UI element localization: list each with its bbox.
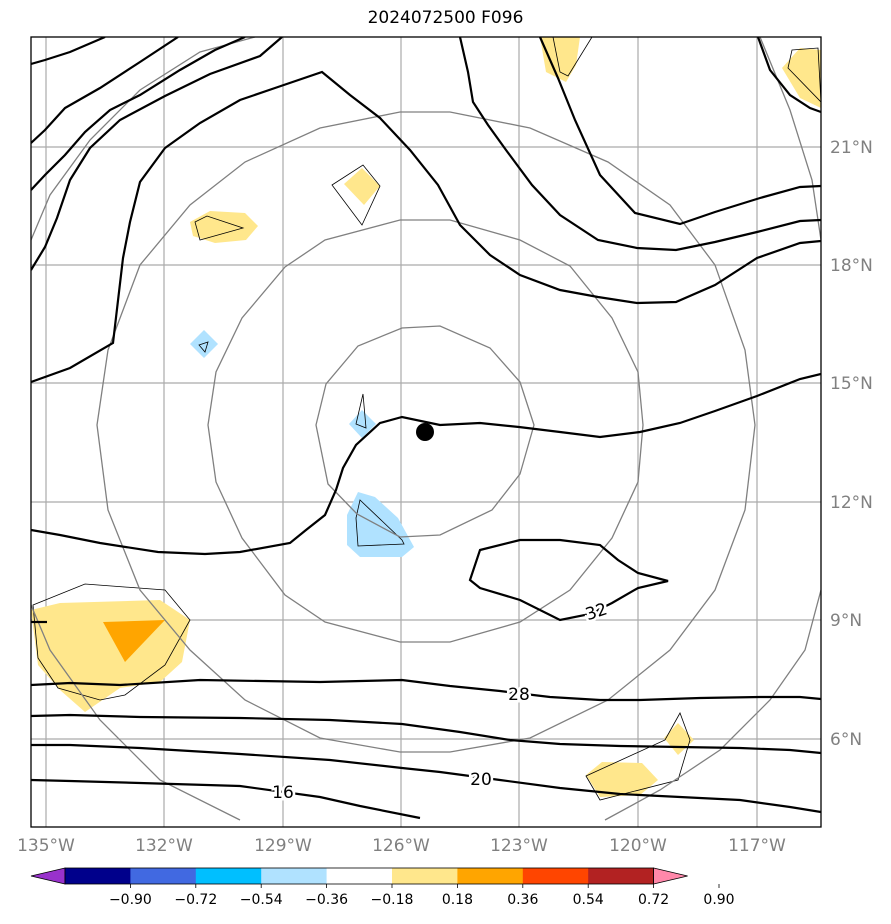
colorbar-tick-label: −0.36 bbox=[305, 892, 348, 908]
contour-label-20: 20 bbox=[470, 770, 492, 790]
lat-label-18n: 18°N bbox=[830, 256, 873, 276]
map-frame bbox=[30, 36, 822, 828]
lon-label-135w: 135°W bbox=[17, 836, 75, 856]
colorbar-segment bbox=[130, 868, 197, 884]
longitude-labels: 135°W 132°W 129°W 126°W 123°W 120°W 117°… bbox=[17, 836, 786, 856]
colorbar-tick-label: −0.72 bbox=[174, 892, 217, 908]
colorbar-outline bbox=[64, 867, 654, 885]
colorbar-segment bbox=[522, 868, 589, 884]
lon-label-120w: 120°W bbox=[609, 836, 667, 856]
lon-label-117w: 117°W bbox=[728, 836, 786, 856]
map-title: 2024072500 F096 bbox=[367, 8, 524, 28]
colorbar: −0.90 −0.72 −0.54 −0.36 −0.18 0.18 0.36 0.54 0.7… bbox=[30, 867, 735, 908]
lat-label-6n: 6°N bbox=[830, 730, 862, 750]
lat-label-9n: 9°N bbox=[830, 611, 862, 631]
colorbar-tick-label: 0.72 bbox=[638, 892, 669, 908]
colorbar-segment bbox=[588, 868, 655, 884]
colorbar-extend-max bbox=[653, 867, 688, 885]
lon-label-126w: 126°W bbox=[372, 836, 430, 856]
colorbar-tick-label: 0.54 bbox=[573, 892, 604, 908]
contour-label-28: 28 bbox=[508, 685, 530, 705]
colorbar-tick-label: −0.54 bbox=[240, 892, 283, 908]
contour-label-16-halo: 16 bbox=[272, 783, 294, 803]
colorbar-segment bbox=[261, 868, 328, 884]
contour-label-16: 16 bbox=[272, 783, 294, 803]
colorbar-tick-label: −0.90 bbox=[109, 892, 152, 908]
lon-label-129w: 129°W bbox=[254, 836, 312, 856]
colorbar-tick-label: 0.90 bbox=[703, 892, 734, 908]
colorbar-segment bbox=[392, 868, 458, 884]
contour-label-28-halo: 28 bbox=[508, 685, 530, 705]
positive-anomaly-strong bbox=[103, 620, 165, 662]
contour-lines bbox=[31, 37, 821, 820]
range-rings bbox=[31, 37, 821, 821]
colorbar-segment bbox=[457, 868, 524, 884]
colorbar-segment bbox=[65, 868, 131, 884]
contour-label-32: 32 bbox=[583, 599, 610, 625]
colorbar-extend-min bbox=[30, 867, 66, 885]
lat-label-21n: 21°N bbox=[830, 138, 873, 158]
lon-label-132w: 132°W bbox=[135, 836, 193, 856]
latitude-labels: 21°N 18°N 15°N 12°N 9°N 6°N bbox=[830, 138, 873, 750]
colorbar-tick-label: 0.18 bbox=[442, 892, 473, 908]
colorbar-segment bbox=[326, 868, 393, 884]
colorbar-tick-label: −0.18 bbox=[371, 892, 414, 908]
lon-label-123w: 123°W bbox=[490, 836, 548, 856]
contour-label-20-halo: 20 bbox=[470, 770, 492, 790]
lat-label-12n: 12°N bbox=[830, 493, 873, 513]
shading-outlines bbox=[32, 37, 821, 801]
storm-center-marker bbox=[416, 423, 434, 441]
colorbar-segment bbox=[195, 868, 262, 884]
lat-label-15n: 15°N bbox=[830, 374, 873, 394]
colorbar-tick-label: 0.36 bbox=[507, 892, 538, 908]
negative-anomaly-shading bbox=[190, 330, 414, 557]
